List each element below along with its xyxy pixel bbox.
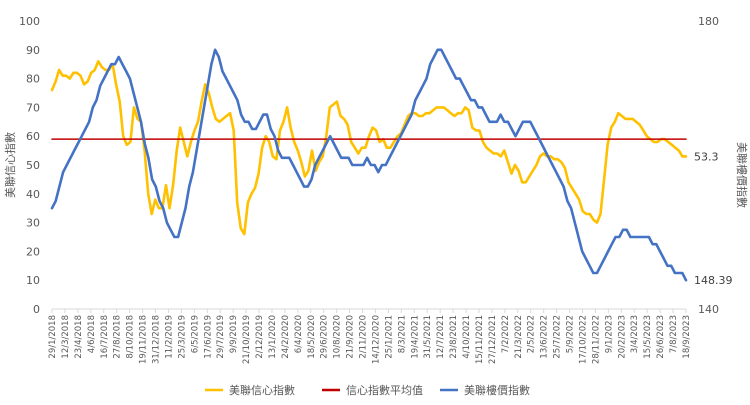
x-tick-label: 21/10/2019 <box>242 315 252 364</box>
x-tick-label: 3/4/2023 <box>630 315 640 353</box>
x-tick-label: 25/3/2019 <box>177 315 187 359</box>
left-tick-label: 90 <box>26 44 40 57</box>
series-line-2 <box>50 48 688 282</box>
x-tick-label: 23/4/2018 <box>74 315 84 359</box>
legend-label: 美聯信心指數 <box>229 383 295 397</box>
x-tick-label: 4/10/2021 <box>462 315 472 359</box>
left-tick-label: 80 <box>26 73 40 86</box>
x-tick-label: 23/8/2021 <box>449 315 459 359</box>
x-tick-label: 20/2/2023 <box>617 315 627 359</box>
x-tick-label: 15/11/2021 <box>475 315 485 364</box>
right-axis-ticks: 140 180 <box>698 15 719 316</box>
x-tick-label: 25/7/2022 <box>553 315 563 359</box>
left-tick-label: 40 <box>26 188 40 201</box>
left-axis-title: 美聯信心指數 <box>3 132 17 198</box>
x-tick-label: 17/6/2019 <box>203 315 213 359</box>
x-axis-ticks: 29/1/2018 12/3/2018 23/4/2018 4/6/2018 16/7/… <box>48 309 692 364</box>
legend-label: 美聯樓價指數 <box>464 383 530 397</box>
left-tick-label: 0 <box>33 303 40 316</box>
x-tick-label: 9/1/2023 <box>604 315 614 353</box>
x-tick-label: 2/5/2022 <box>527 315 537 353</box>
left-tick-label: 60 <box>26 130 40 143</box>
x-tick-label: 29/7/2019 <box>216 315 226 359</box>
series-layer <box>50 48 688 282</box>
series-line-0 <box>50 60 688 236</box>
x-tick-label: 8/10/2018 <box>126 315 136 359</box>
x-tick-label: 25/1/2021 <box>384 315 394 359</box>
x-tick-label: 28/11/2022 <box>591 315 601 364</box>
x-tick-label: 21/9/2020 <box>346 315 356 359</box>
price-index-end-label: 148.39 <box>694 274 733 287</box>
x-tick-label: 29/6/2020 <box>320 315 330 359</box>
left-tick-label: 50 <box>26 159 40 172</box>
x-tick-label: 19/4/2021 <box>410 315 420 359</box>
legend-label: 信心指數平均值 <box>346 383 423 397</box>
left-tick-label: 30 <box>26 217 40 230</box>
x-tick-label: 27/8/2018 <box>113 315 123 359</box>
x-tick-label: 6/4/2020 <box>294 315 304 353</box>
x-tick-label: 27/12/2021 <box>488 315 498 364</box>
x-tick-label: 10/8/2020 <box>333 315 343 359</box>
x-tick-label: 7/8/2023 <box>669 315 679 353</box>
x-tick-label: 26/6/2023 <box>656 315 666 359</box>
x-tick-label: 2/11/2020 <box>359 315 369 359</box>
x-tick-label: 5/9/2022 <box>566 315 576 353</box>
x-tick-label: 11/2/2019 <box>164 315 174 359</box>
x-tick-label: 17/10/2022 <box>578 315 588 364</box>
x-tick-label: 2/12/2019 <box>255 315 265 359</box>
right-tick-label: 180 <box>698 15 719 28</box>
x-tick-label: 13/6/2022 <box>540 315 550 359</box>
left-tick-label: 10 <box>26 274 40 287</box>
left-axis-ticks: 0 10 20 30 40 50 60 70 80 90 100 <box>19 15 40 316</box>
x-tick-label: 12/3/2018 <box>61 315 71 359</box>
x-tick-label: 19/11/2018 <box>139 315 149 364</box>
x-tick-label: 6/5/2019 <box>190 315 200 353</box>
x-tick-label: 12/7/2021 <box>436 315 446 359</box>
x-tick-label: 7/2/2022 <box>501 315 511 353</box>
legend: 美聯信心指數 信心指數平均值 美聯樓價指數 <box>205 383 530 397</box>
left-tick-label: 100 <box>19 15 40 28</box>
x-tick-label: 13/1/2020 <box>268 315 278 359</box>
x-tick-label: 9/9/2019 <box>229 315 239 353</box>
x-tick-label: 14/12/2020 <box>371 315 381 364</box>
x-tick-label: 24/2/2020 <box>281 315 291 359</box>
x-tick-label: 18/5/2020 <box>307 315 317 359</box>
x-tick-label: 16/7/2018 <box>100 315 110 359</box>
left-tick-label: 20 <box>26 245 40 258</box>
x-tick-label: 4/6/2018 <box>87 315 97 353</box>
left-tick-label: 70 <box>26 101 40 114</box>
x-tick-label: 18/9/2023 <box>682 315 692 359</box>
x-tick-label: 8/3/2021 <box>397 315 407 353</box>
x-tick-label: 21/3/2022 <box>514 315 524 359</box>
x-tick-label: 31/12/2018 <box>152 315 162 364</box>
confidence-end-label: 53.3 <box>694 150 719 163</box>
x-tick-label: 31/5/2021 <box>423 315 433 359</box>
x-tick-label: 29/1/2018 <box>48 315 58 359</box>
right-tick-label: 140 <box>698 303 719 316</box>
right-axis-title: 美聯樓價指數 <box>735 142 749 208</box>
x-tick-label: 15/5/2023 <box>643 315 653 359</box>
